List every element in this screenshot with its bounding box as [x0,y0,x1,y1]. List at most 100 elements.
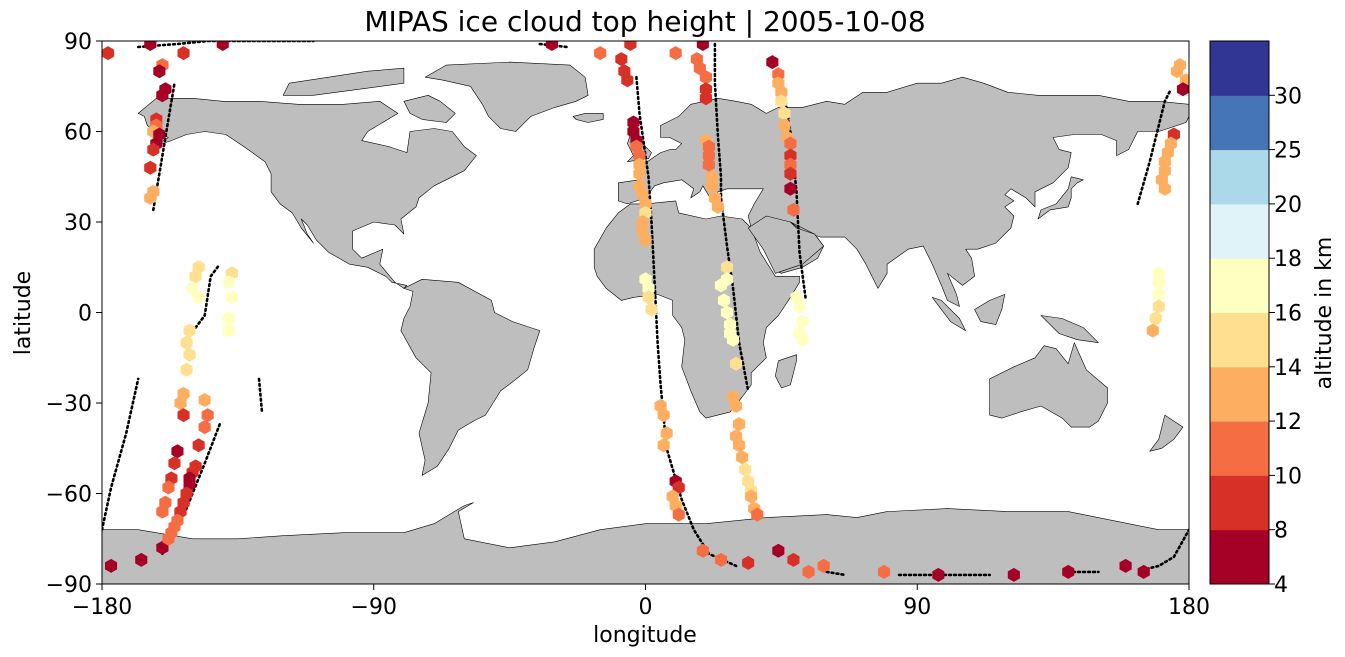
orbit-track-2 [194,262,222,329]
y-tick-label: 0 [78,302,92,327]
cloud-top-marker [198,420,211,435]
cloud-top-marker [186,281,199,296]
colorbar-tick-label: 18 [1274,247,1302,272]
cloud-top-marker [1062,564,1075,579]
landmass-greenland [424,61,589,132]
cloud-top-marker [162,531,175,546]
cloud-top-marker [633,157,646,172]
colorbar: 4 8 10 12 14 16 18 20 25 30 altitude in km [1209,40,1337,598]
x-tick-label: −90 [351,595,397,620]
landmass-iceland [572,113,604,123]
cloud-top-marker [672,480,685,495]
cloud-top-marker [739,462,752,477]
y-tick-label: 30 [64,211,92,236]
cloud-top-marker [660,426,673,441]
cloud-top-marker [177,408,190,423]
x-tick-label: −180 [72,595,132,620]
cloud-top-marker [180,335,193,350]
cloud-top-marker [787,552,800,567]
cloud-top-marker [714,278,727,293]
cloud-top-marker [192,438,205,453]
cloud-top-marker [1176,82,1189,97]
y-axis: 90 60 30 0 −30 −60 −90 [46,30,102,598]
cloud-top-marker [775,94,788,109]
cloud-top-markers [102,41,1189,582]
cloud-top-marker [724,317,737,332]
y-tick-label: 90 [64,30,92,55]
cloud-top-marker [180,362,193,377]
cloud-top-marker [696,41,709,51]
cloud-top-marker [222,311,235,326]
cloud-top-marker [657,408,670,423]
cloud-top-marker [633,166,646,181]
map-panel [101,40,1190,585]
cloud-top-marker [699,70,712,85]
cloud-top-marker [545,41,558,51]
cloud-top-marker [639,196,652,211]
cloud-top-marker [1149,311,1162,326]
landmass-antarctica [102,502,1189,584]
cloud-top-marker [772,67,785,82]
colorbar-ticks: 4 8 10 12 14 16 18 20 25 30 [1269,84,1302,598]
cloud-top-marker [189,269,202,284]
landmass-arabia [747,215,824,274]
cloud-top-marker [624,41,637,51]
cloud-top-marker [201,408,214,423]
x-tick-label: 180 [1168,595,1210,620]
cloud-top-marker [1152,299,1165,314]
colorbar-tick-label: 14 [1274,356,1302,381]
orbit-track-0 [152,81,176,212]
y-axis-label: latitude [11,271,36,355]
landmass-north-america [137,98,477,289]
cloud-top-marker [745,489,758,504]
cloud-top-marker [144,160,157,175]
cloud-top-marker [639,233,652,248]
cloud-top-marker [736,450,749,465]
colorbar-band [1210,203,1269,259]
orbit-track-5 [635,75,738,568]
landmass-south-america [400,279,541,476]
cloud-top-marker [784,166,797,181]
land-layer [102,61,1189,584]
landmass-borneo [974,294,1006,325]
landmass-arctic-islands [282,67,405,96]
colorbar-band [1210,475,1269,531]
colorbar-band [1210,258,1269,313]
cloud-top-marker [162,480,175,495]
cloud-top-marker [775,85,788,100]
cloud-top-marker [222,275,235,290]
cloud-top-marker [105,558,118,573]
landmass-baffin-island [403,95,456,123]
cloud-top-marker [183,347,196,362]
landmass-new-guinea [1040,315,1099,343]
cloud-top-marker [714,552,727,567]
cloud-top-marker [153,64,166,79]
cloud-top-marker [733,438,746,453]
cloud-top-marker [144,41,157,51]
cloud-top-marker [216,41,229,51]
orbit-track-14 [538,42,569,49]
colorbar-tick-label: 8 [1274,519,1288,544]
cloud-top-marker [156,504,169,519]
x-axis: −180 −90 0 90 180 [72,584,1210,620]
cloud-top-marker [817,558,830,573]
cloud-top-marker [615,52,628,67]
cloud-top-marker [594,46,607,61]
chart-title: MIPAS ice cloud top height | 2005-10-08 [364,5,925,38]
cloud-top-marker [702,139,715,154]
cloud-top-marker [787,202,800,217]
cloud-top-marker [192,290,205,305]
cloud-top-marker [156,88,169,103]
colorbar-tick-label: 4 [1274,573,1288,598]
cloud-top-marker [730,356,743,371]
landmass-new-zealand [1149,414,1184,452]
cloud-top-marker [784,157,797,172]
cloud-top-marker [802,564,815,579]
cloud-top-marker [711,199,724,214]
y-tick-label: −30 [46,392,92,417]
colorbar-band [1210,149,1269,205]
cloud-top-marker [784,136,797,151]
cloud-top-marker [1170,64,1183,79]
colorbar-band [1210,366,1269,422]
